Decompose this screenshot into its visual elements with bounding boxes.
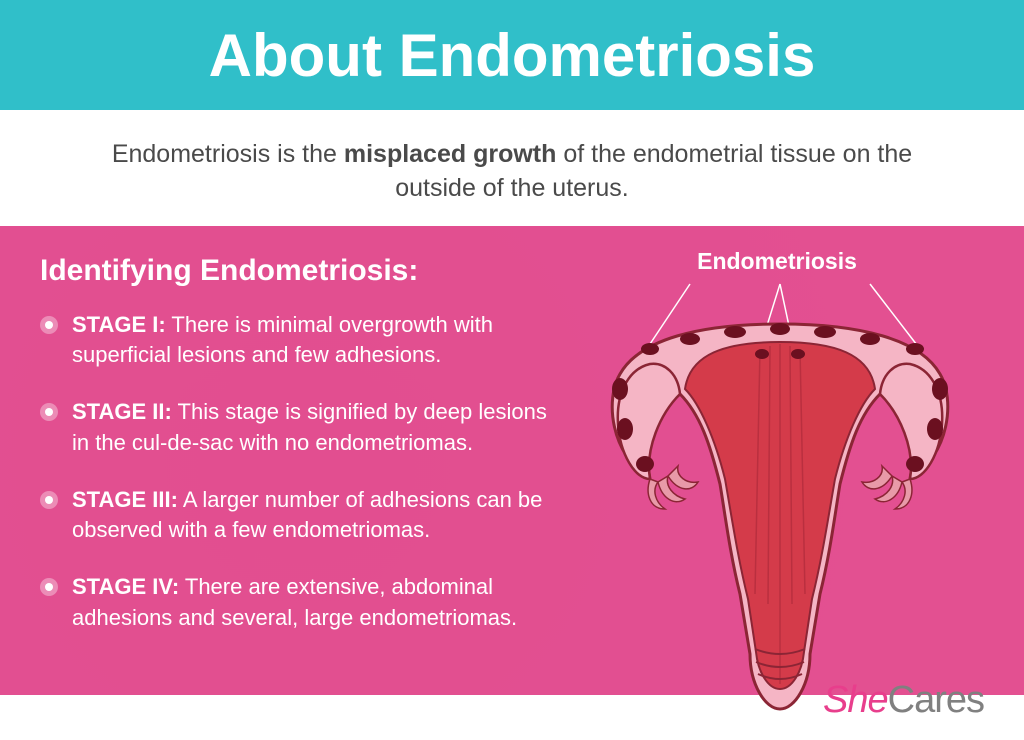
page-title: About Endometriosis: [209, 21, 816, 90]
lesion-icon: [927, 418, 943, 440]
stage-text: STAGE II: This stage is signified by dee…: [72, 397, 570, 459]
lesion-icon: [906, 343, 924, 355]
lesion-icon: [860, 333, 880, 345]
stage-item: STAGE IV: There are extensive, abdominal…: [40, 572, 570, 634]
header-banner: About Endometriosis: [0, 0, 1024, 110]
lesion-icon: [932, 378, 948, 400]
stage-label: STAGE IV:: [72, 574, 179, 599]
lesion-icon: [636, 456, 654, 472]
stage-text: STAGE III: A larger number of adhesions …: [72, 485, 570, 547]
stage-text: STAGE IV: There are extensive, abdominal…: [72, 572, 570, 634]
section-title: Identifying Endometriosis:: [40, 254, 570, 288]
intro-bold: misplaced growth: [344, 140, 557, 168]
stage-label: STAGE II:: [72, 399, 172, 424]
lesion-icon: [641, 343, 659, 355]
stage-item: STAGE II: This stage is signified by dee…: [40, 397, 570, 459]
bullet-icon: [40, 578, 58, 596]
stage-list: STAGE I: There is minimal overgrowth wit…: [40, 310, 570, 634]
lesion-icon: [906, 456, 924, 472]
stage-item: STAGE III: A larger number of adhesions …: [40, 485, 570, 547]
intro-text: Endometriosis is the misplaced growth of…: [0, 110, 1024, 226]
bullet-icon: [40, 403, 58, 421]
diagram-label: Endometriosis: [697, 248, 857, 275]
lesion-icon: [680, 333, 700, 345]
diagram-column: Endometriosis: [570, 254, 984, 660]
lesion-icon: [791, 349, 805, 359]
bullet-icon: [40, 491, 58, 509]
lesion-icon: [770, 323, 790, 335]
lesion-icon: [724, 326, 746, 338]
left-fimbriae: [648, 466, 698, 509]
lesion-icon: [814, 326, 836, 338]
right-fimbriae: [862, 466, 912, 509]
bullet-icon: [40, 316, 58, 334]
stage-label: STAGE III:: [72, 487, 178, 512]
uterus-diagram: [550, 254, 1010, 734]
stages-column: Identifying Endometriosis: STAGE I: Ther…: [40, 254, 570, 660]
lesion-icon: [612, 378, 628, 400]
stage-text: STAGE I: There is minimal overgrowth wit…: [72, 310, 570, 372]
stage-label: STAGE I:: [72, 312, 166, 337]
lesion-icon: [755, 349, 769, 359]
stages-section: Identifying Endometriosis: STAGE I: Ther…: [0, 226, 1024, 695]
lesion-icon: [617, 418, 633, 440]
stage-item: STAGE I: There is minimal overgrowth wit…: [40, 310, 570, 372]
intro-pre: Endometriosis is the: [112, 140, 344, 168]
